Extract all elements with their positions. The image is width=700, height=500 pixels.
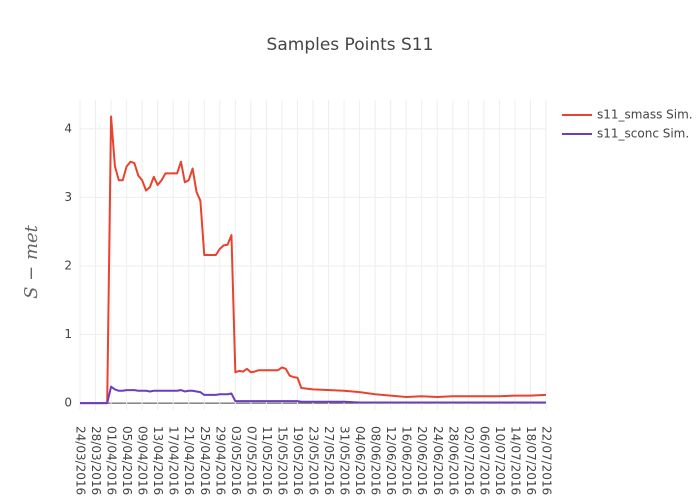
y-tick-label: 3 <box>64 190 72 204</box>
x-tick-label: 18/07/2016 <box>524 426 538 495</box>
x-tick-label: 01/04/2016 <box>105 426 119 495</box>
x-tick-label: 17/04/2016 <box>167 426 181 495</box>
x-tick-label: 10/07/2016 <box>493 426 507 495</box>
x-tick-label: 22/07/2016 <box>540 426 554 495</box>
x-tick-label: 28/03/2016 <box>89 426 103 495</box>
legend-label: s11_sconc Sim. <box>597 127 689 141</box>
x-tick-label: 21/04/2016 <box>182 426 196 495</box>
x-tick-label: 05/04/2016 <box>120 426 134 495</box>
x-tick-label: 09/04/2016 <box>136 426 150 495</box>
x-tick-label: 13/04/2016 <box>151 426 165 495</box>
y-tick-label: 2 <box>64 258 72 272</box>
legend-label: s11_smass Sim. <box>597 108 693 122</box>
x-tick-label: 14/07/2016 <box>508 426 522 495</box>
y-tick-label: 4 <box>64 121 72 135</box>
x-tick-label: 28/06/2016 <box>446 426 460 495</box>
line-series <box>80 385 546 405</box>
x-tick-label: 16/06/2016 <box>400 426 414 495</box>
x-tick-label: 03/05/2016 <box>229 426 243 495</box>
x-tick-label: 19/05/2016 <box>291 426 305 495</box>
x-tick-label: 08/06/2016 <box>369 426 383 495</box>
x-tick-label: 04/06/2016 <box>353 426 367 495</box>
x-tick-label: 20/06/2016 <box>415 426 429 495</box>
x-tick-label: 29/04/2016 <box>213 426 227 495</box>
x-tick-label: 24/03/2016 <box>74 426 88 495</box>
line-series <box>80 115 547 405</box>
x-tick-label: 15/05/2016 <box>275 426 289 495</box>
x-tick-label: 31/05/2016 <box>338 426 352 495</box>
x-tick-label: 06/07/2016 <box>477 426 491 495</box>
x-tick-label: 07/05/2016 <box>244 426 258 495</box>
chart-title: Samples Points S11 <box>267 35 434 55</box>
y-tick-label: 1 <box>64 327 72 341</box>
x-tick-label: 24/06/2016 <box>431 426 445 495</box>
y-tick-label: 0 <box>64 396 72 410</box>
y-axis-label: S − met <box>21 224 42 299</box>
x-tick-label: 12/06/2016 <box>384 426 398 495</box>
x-tick-label: 27/05/2016 <box>322 426 336 495</box>
x-tick-label: 23/05/2016 <box>307 426 321 495</box>
x-tick-label: 11/05/2016 <box>260 426 274 495</box>
x-tick-label: 25/04/2016 <box>198 426 212 495</box>
x-tick-label: 02/07/2016 <box>462 426 476 495</box>
